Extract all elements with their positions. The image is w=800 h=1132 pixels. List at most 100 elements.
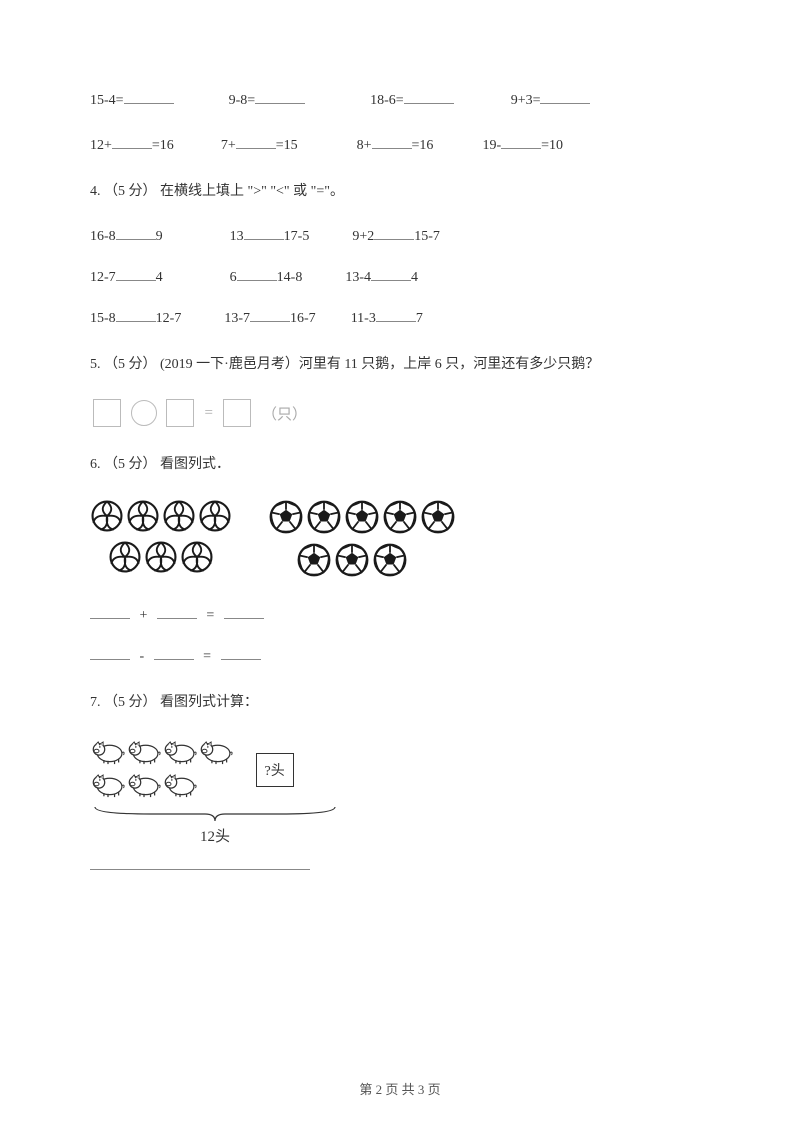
answer-box[interactable] — [223, 399, 251, 427]
eq-d2: =10 — [541, 138, 563, 153]
q5-stem: 5. （5 分） (2019 一下·鹿邑月考）河里有 11 只鹅，上岸 6 只，… — [90, 353, 710, 373]
operator-box[interactable] — [131, 400, 157, 426]
cmp-a2: 4 — [156, 270, 163, 285]
volleyball-icon — [90, 499, 124, 533]
cmp-c2: 7 — [416, 311, 423, 326]
eq-d1: 19- — [482, 138, 501, 153]
q6-eq-minus: - = — [90, 646, 710, 665]
q6-eq-plus: + = — [90, 605, 710, 624]
blank[interactable] — [255, 90, 305, 104]
blank[interactable] — [250, 308, 290, 322]
q5-equation: = （只） — [90, 399, 710, 427]
cmp-b1: 6 — [230, 270, 237, 285]
blank[interactable] — [404, 90, 454, 104]
arith-row-2: 12+ =16 7+ =15 8+ =16 19- =10 — [90, 135, 710, 154]
volleyball-icon — [180, 540, 214, 574]
pig-icon — [126, 737, 162, 765]
blank[interactable] — [371, 267, 411, 281]
q4-r2: 12-7 4 6 14-8 13-4 4 — [90, 267, 710, 286]
plus-sign: + — [140, 608, 148, 623]
blank[interactable] — [124, 90, 174, 104]
volleyball-icon — [144, 540, 178, 574]
blank[interactable] — [157, 605, 197, 619]
cmp-c2: 15-7 — [414, 229, 440, 244]
blank[interactable] — [540, 90, 590, 104]
blank[interactable] — [154, 646, 194, 660]
eq-b1: 7+ — [221, 138, 236, 153]
soccer-icon — [334, 542, 370, 578]
cmp-b2: 16-7 — [290, 311, 316, 326]
eq-b: 9-8= — [229, 93, 256, 108]
volleyball-icon — [162, 499, 196, 533]
q6-stem: 6. （5 分） 看图列式． — [90, 453, 710, 473]
eq-c1: 8+ — [357, 138, 372, 153]
pig-icon — [126, 770, 162, 798]
answer-box[interactable] — [93, 399, 121, 427]
soccer-icon — [306, 499, 342, 535]
eq-b2: =15 — [276, 138, 298, 153]
pig-icon — [198, 737, 234, 765]
cmp-b1: 13-7 — [224, 311, 250, 326]
cmp-a2: 9 — [156, 229, 163, 244]
equals-sign: = — [203, 649, 211, 664]
pig-icon — [90, 770, 126, 798]
equals-sign: = — [206, 608, 214, 623]
volleyball-icon — [198, 499, 232, 533]
volleyball-icon — [126, 499, 160, 533]
pig-icon — [162, 770, 198, 798]
q4-stem: 4. （5 分） 在横线上填上 ">" "<" 或 "="。 — [90, 180, 710, 200]
cmp-a1: 15-8 — [90, 311, 116, 326]
eq-c2: =16 — [412, 138, 434, 153]
soccer-icon — [268, 499, 304, 535]
blank[interactable] — [221, 646, 261, 660]
soccer-icon — [372, 542, 408, 578]
unknown-box: ?头 — [256, 753, 294, 787]
eq-a2: =16 — [152, 138, 174, 153]
blank[interactable] — [112, 135, 152, 149]
blank[interactable] — [372, 135, 412, 149]
equals-sign: = — [205, 405, 213, 421]
eq-a1: 12+ — [90, 138, 112, 153]
page-footer: 第 2 页 共 3 页 — [0, 1079, 800, 1098]
pig-icon — [162, 737, 198, 765]
soccer-icon — [344, 499, 380, 535]
cmp-b2: 17-5 — [284, 229, 310, 244]
blank[interactable] — [90, 605, 130, 619]
soccer-icon — [382, 499, 418, 535]
blank[interactable] — [116, 267, 156, 281]
cmp-a1: 12-7 — [90, 270, 116, 285]
blank[interactable] — [374, 226, 414, 240]
cmp-a2: 12-7 — [156, 311, 182, 326]
eq-a: 15-4= — [90, 93, 124, 108]
cmp-c1: 11-3 — [351, 311, 376, 326]
q7-answer-line[interactable] — [90, 856, 710, 875]
blank[interactable] — [244, 226, 284, 240]
cmp-c2: 4 — [411, 270, 418, 285]
pig-icon — [90, 737, 126, 765]
minus-sign: - — [140, 649, 145, 664]
eq-c: 18-6= — [370, 93, 404, 108]
total-label: 12头 — [90, 825, 340, 846]
blank[interactable] — [237, 267, 277, 281]
blank[interactable] — [116, 308, 156, 322]
blank[interactable] — [501, 135, 541, 149]
q4-r3: 15-8 12-7 13-7 16-7 11-3 7 — [90, 308, 710, 327]
cmp-b1: 13 — [230, 229, 244, 244]
soccer-icon — [420, 499, 456, 535]
blank[interactable] — [224, 605, 264, 619]
blank[interactable] — [90, 646, 130, 660]
soccer-icon — [296, 542, 332, 578]
blank[interactable] — [236, 135, 276, 149]
volleyball-icon — [108, 540, 142, 574]
q4-r1: 16-8 9 13 17-5 9+2 15-7 — [90, 226, 710, 245]
blank[interactable] — [376, 308, 416, 322]
q7-stem: 7. （5 分） 看图列式计算： — [90, 691, 710, 711]
cmp-c1: 9+2 — [352, 229, 374, 244]
blank[interactable] — [116, 226, 156, 240]
answer-box[interactable] — [166, 399, 194, 427]
cmp-c1: 13-4 — [345, 270, 371, 285]
q6-figure — [90, 499, 710, 585]
cmp-b2: 14-8 — [277, 270, 303, 285]
cmp-a1: 16-8 — [90, 229, 116, 244]
eq-d: 9+3= — [511, 93, 541, 108]
